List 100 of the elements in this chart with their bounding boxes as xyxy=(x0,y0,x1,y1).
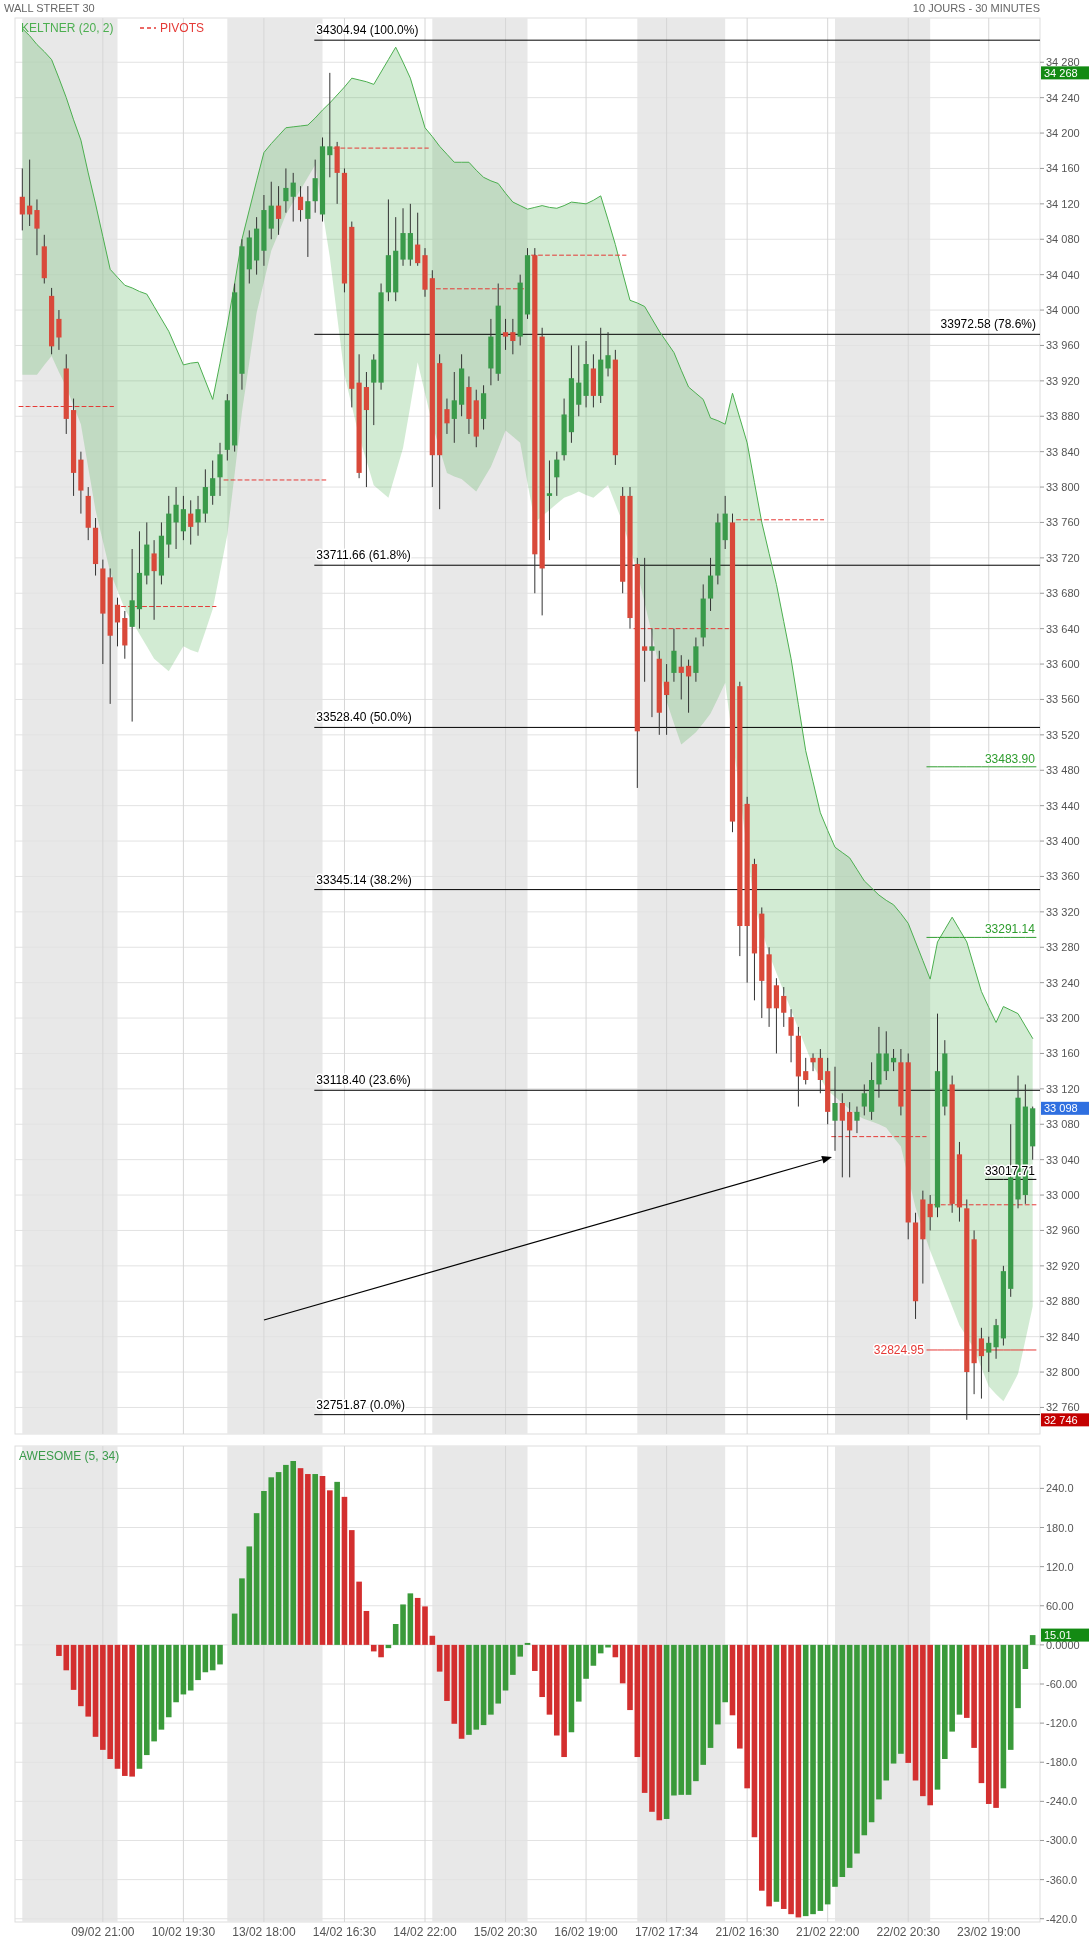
y-tick-label: 33 040 xyxy=(1046,1153,1080,1166)
bar xyxy=(905,1644,912,1763)
y-tick-label: 33 440 xyxy=(1046,799,1080,812)
bar xyxy=(590,1644,597,1666)
y-tick-label: 33 560 xyxy=(1046,693,1080,706)
y-tick-label: 33 240 xyxy=(1046,976,1080,989)
y-tick-label: 32 800 xyxy=(1046,1366,1080,1379)
x-tick-label: 23/02 19:00 xyxy=(957,1925,1021,1939)
x-tick-label: 10/02 19:30 xyxy=(151,1925,216,1939)
candlestick xyxy=(195,495,201,537)
y-tick-label: 32 920 xyxy=(1046,1259,1080,1272)
y-tick-label: 34 280 xyxy=(1046,56,1080,69)
candlestick xyxy=(151,539,157,621)
x-tick-label: 09/02 21:00 xyxy=(71,1925,135,1939)
candlestick xyxy=(685,659,692,714)
candlestick xyxy=(371,353,377,426)
y-tick-label: 120.0 xyxy=(1046,1560,1074,1573)
x-tick-label: 14/02 16:30 xyxy=(312,1925,377,1939)
y-tick-label: -420.0 xyxy=(1046,1912,1078,1925)
candlestick xyxy=(993,1318,999,1360)
x-tick-label: 15/02 20:30 xyxy=(473,1925,538,1939)
x-tick-label: 17/02 17:34 xyxy=(634,1925,699,1939)
ref-line-label: 33528.40 (50.0%) xyxy=(316,710,412,725)
candlestick xyxy=(173,486,179,550)
y-tick-label: -120.0 xyxy=(1046,1717,1078,1730)
bar xyxy=(1029,1635,1036,1645)
bar xyxy=(832,1644,838,1887)
y-tick-label: 33 120 xyxy=(1046,1082,1080,1095)
candlestick xyxy=(217,442,223,497)
y-tick-label: 33 400 xyxy=(1046,835,1080,848)
candlestick xyxy=(451,371,457,444)
x-tick-label: 13/02 18:00 xyxy=(232,1925,296,1939)
y-tick-label: 33 640 xyxy=(1046,622,1080,635)
y-tick-label: 34 120 xyxy=(1046,197,1080,210)
y-tick-label: 33 880 xyxy=(1046,410,1080,423)
candlestick xyxy=(927,1194,933,1231)
candlestick xyxy=(327,72,333,178)
y-tick-label: 34 040 xyxy=(1046,268,1080,281)
candlestick xyxy=(678,654,684,700)
candlestick xyxy=(986,1336,992,1373)
y-tick-label: 32 760 xyxy=(1046,1401,1080,1414)
candlestick xyxy=(554,451,560,497)
y-tick-label: 33 720 xyxy=(1046,551,1080,564)
y-tick-label: 33 480 xyxy=(1046,764,1080,777)
candlestick xyxy=(642,557,648,683)
bar xyxy=(305,1474,311,1645)
x-tick-label: 14/02 22:00 xyxy=(393,1925,458,1939)
candlestick xyxy=(114,597,121,647)
candlestick xyxy=(312,159,318,214)
text: 34 268 xyxy=(1044,66,1078,79)
candlestick xyxy=(803,1057,809,1085)
candlestick xyxy=(861,1083,867,1116)
y-tick-label: 33 960 xyxy=(1046,339,1080,352)
bar xyxy=(436,1644,443,1672)
y-tick-label: 34 080 xyxy=(1046,233,1080,246)
candlestick xyxy=(275,185,282,236)
candlestick xyxy=(56,309,62,351)
bar xyxy=(546,1644,553,1715)
candlestick xyxy=(810,1052,816,1072)
series-label: 33291.14 xyxy=(984,922,1036,937)
chart-title: AWESOME (5, 34) xyxy=(19,1449,120,1463)
x-tick-label: 16/02 19:00 xyxy=(554,1925,619,1939)
candlestick xyxy=(546,460,553,541)
candlestick xyxy=(788,1008,794,1063)
candlestick xyxy=(502,318,509,351)
candlestick xyxy=(268,181,274,240)
y-tick-label: 33 760 xyxy=(1046,516,1080,529)
y-tick-label: 34 160 xyxy=(1046,162,1080,175)
y-tick-label: 33 160 xyxy=(1046,1047,1080,1060)
y-tick-label: 34 240 xyxy=(1046,91,1080,104)
candlestick xyxy=(839,1092,845,1178)
y-tick-label: 32 880 xyxy=(1046,1295,1080,1308)
y-tick-label: -360.0 xyxy=(1046,1873,1078,1886)
text: 33 098 xyxy=(1044,1102,1078,1115)
bar xyxy=(334,1481,340,1645)
y-tick-label: 33 000 xyxy=(1046,1189,1080,1202)
y-tick-label: 60.00 xyxy=(1046,1599,1074,1612)
y-tick-label: 33 280 xyxy=(1046,941,1080,954)
y-tick-label: 33 080 xyxy=(1046,1118,1080,1131)
ref-line-label: 33345.14 (38.2%) xyxy=(316,872,412,887)
candlestick xyxy=(34,198,40,256)
y-tick-label: 33 200 xyxy=(1046,1012,1080,1025)
bar xyxy=(422,1606,428,1645)
x-tick-label: 21/02 16:30 xyxy=(715,1925,780,1939)
bar xyxy=(312,1474,318,1645)
bar xyxy=(327,1490,333,1645)
candlestick xyxy=(444,398,450,435)
bar xyxy=(217,1644,223,1665)
candlestick xyxy=(847,1101,853,1178)
ref-line-label: 33118.40 (23.6%) xyxy=(316,1073,411,1088)
series-label: 32824.95 xyxy=(873,1342,925,1357)
x-tick-label: 22/02 20:30 xyxy=(876,1925,941,1939)
candlestick xyxy=(188,499,194,546)
y-tick-label: 33 840 xyxy=(1046,445,1080,458)
bar xyxy=(502,1644,509,1691)
ref-line-label: 32751.87 (0.0%) xyxy=(316,1397,406,1412)
ref-line-label: 34304.94 (100.0%) xyxy=(316,23,419,38)
bar xyxy=(898,1644,904,1754)
y-tick-label: 34 000 xyxy=(1046,304,1080,317)
candlestick xyxy=(415,212,421,267)
